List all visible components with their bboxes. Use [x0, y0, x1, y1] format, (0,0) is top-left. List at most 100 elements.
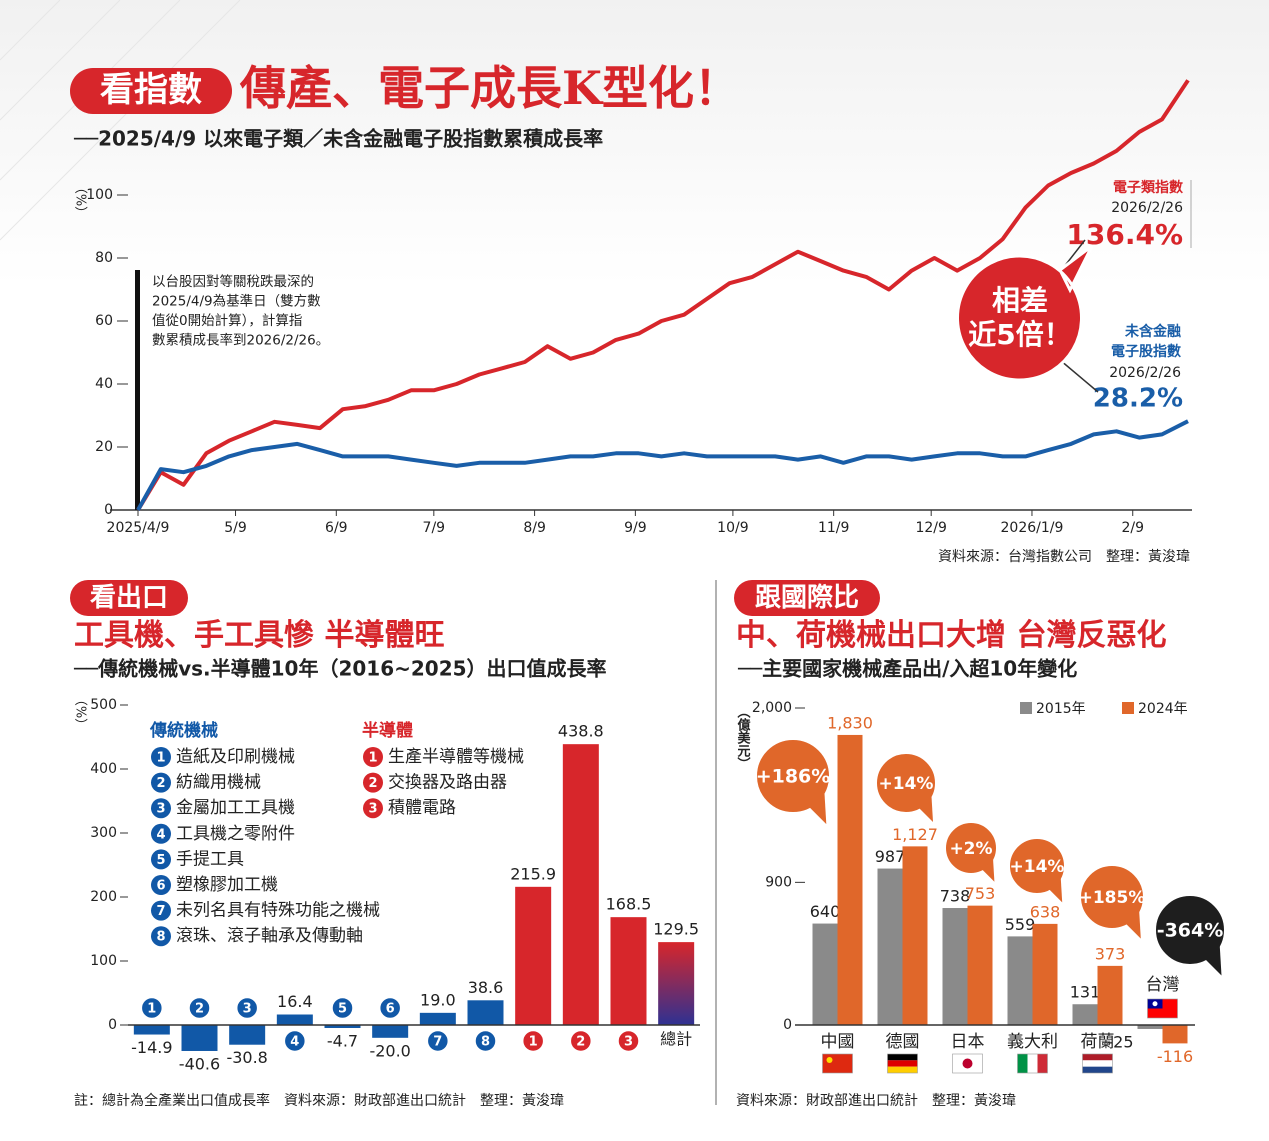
bar	[276, 1014, 313, 1025]
change-label: +2%	[949, 839, 992, 859]
y-tick-label: 200	[90, 889, 117, 905]
y-tick-label: 300	[90, 825, 117, 841]
y-tick-label: 2,000	[752, 700, 792, 716]
value-label: 38.6	[468, 978, 504, 997]
x-tick-label: 2/9	[1121, 520, 1144, 536]
end-value-label: 28.2%	[1093, 384, 1183, 414]
note: 註：總計為全產業出口值成長率 資料來源：財政部進出口統計 整理：黃浚瑋	[74, 1092, 564, 1109]
y-unit: （億美元）	[735, 705, 752, 770]
chart-subtitle: ──傳統機械vs.半導體10年（2016~2025）出口值成長率	[73, 657, 607, 681]
value-label: -30.8	[226, 1048, 267, 1067]
legend-label: 紡織用機械	[176, 773, 261, 793]
bubble-tail	[1048, 878, 1063, 903]
value-label: 987	[875, 847, 906, 866]
legend-label: 生產半導體等機械	[388, 747, 524, 767]
category-marker	[235, 996, 259, 1020]
legend-swatch	[1020, 702, 1032, 714]
legend-marker	[151, 900, 171, 921]
source: 資料來源：台灣指數公司 整理：黃浚瑋	[938, 549, 1190, 565]
flag-border	[887, 1053, 918, 1074]
x-tick-label: 10/9	[717, 520, 748, 536]
y-tick-label: 400	[90, 761, 117, 777]
legend-marker	[151, 823, 171, 844]
change-bubble	[1079, 864, 1145, 930]
y-tick-label: 60	[95, 313, 113, 329]
y-tick-label: 900	[765, 874, 792, 890]
x-tick-label: 3	[243, 1002, 252, 1017]
bar	[942, 908, 968, 1025]
x-tick-label: 8	[481, 1035, 490, 1050]
flag-part	[887, 1060, 918, 1067]
x-tick-label: 2	[195, 1002, 204, 1017]
y-tick-label: 40	[95, 376, 113, 392]
bar	[515, 886, 552, 1025]
legend-marker	[151, 926, 171, 947]
legend-marker	[363, 747, 383, 767]
x-tick-label: 9/9	[624, 520, 647, 536]
callout-bubble	[956, 244, 1094, 382]
flag-part	[962, 1058, 973, 1069]
category-marker	[140, 996, 164, 1020]
legend-marker-text: 1	[368, 751, 377, 766]
change-bubble	[1008, 837, 1066, 895]
bar	[837, 734, 863, 1025]
series-line	[136, 79, 1190, 512]
value-label: 753	[965, 884, 996, 903]
flag-part	[887, 1066, 918, 1073]
value-label: -116	[1157, 1047, 1193, 1066]
value-label: -25	[1107, 1032, 1133, 1051]
series-line	[136, 419, 1189, 511]
value-label: -14.9	[131, 1038, 172, 1057]
value-label: 19.0	[420, 990, 456, 1009]
flag-border	[1082, 1053, 1113, 1074]
change-bubble	[1154, 894, 1226, 966]
change-label: +14%	[879, 774, 934, 794]
y-unit: （%）	[73, 181, 88, 219]
change-bubble	[944, 821, 998, 875]
bar	[877, 868, 903, 1025]
x-tick-label: 7/9	[423, 520, 446, 536]
change-label: -364%	[1157, 920, 1224, 942]
bar	[229, 1025, 266, 1045]
bubble-tail	[1204, 945, 1222, 976]
value-label: 1,830	[827, 713, 873, 732]
note-bar	[135, 270, 140, 510]
y-tick-label: 0	[783, 1017, 792, 1033]
chart-title: 傳產、電子成長K型化！	[239, 61, 740, 115]
bar	[1162, 1025, 1188, 1044]
pointer	[1059, 359, 1099, 393]
x-tick-label: 4	[290, 1035, 299, 1050]
legend-marker	[151, 849, 171, 870]
flag-part	[1082, 1054, 1113, 1061]
bar	[324, 1025, 361, 1029]
badge	[70, 580, 188, 616]
x-tick-label: 12/9	[915, 520, 946, 536]
bar	[658, 942, 695, 1025]
category-marker	[378, 996, 402, 1020]
change-bubble	[755, 738, 831, 814]
legend-label: 電子類指數	[1113, 179, 1183, 196]
x-tick-label: 1	[529, 1035, 538, 1050]
note: 以台股因對等關稅跌最深的 2025/4/9為基準日（雙方數值從0開始計算），計算指…	[152, 273, 329, 349]
value-label: 559	[1005, 915, 1036, 934]
value-label: 738	[940, 887, 971, 906]
y-tick-label: 100	[86, 187, 113, 203]
legend-marker-text: 2	[368, 776, 377, 791]
x-tick-label: 荷蘭	[1081, 1032, 1115, 1052]
x-tick-label: 5	[338, 1002, 347, 1017]
legend-swatch	[1122, 702, 1134, 714]
y-tick-label: 500	[90, 697, 117, 713]
end-date: 2026/2/26	[1109, 365, 1181, 381]
x-tick-label: 總計	[660, 1030, 692, 1049]
y-tick-label: 100	[90, 953, 117, 969]
value-label: -20.0	[369, 1041, 410, 1060]
bar	[372, 1025, 409, 1038]
flag-border	[952, 1053, 983, 1074]
legend-label: 交換器及路由器	[388, 773, 507, 793]
x-tick-label: 日本	[951, 1032, 985, 1052]
bar	[562, 744, 599, 1025]
x-tick-label: 義大利	[1007, 1032, 1058, 1052]
flag-border	[1147, 998, 1178, 1019]
y-tick-label: 0	[108, 1017, 117, 1033]
